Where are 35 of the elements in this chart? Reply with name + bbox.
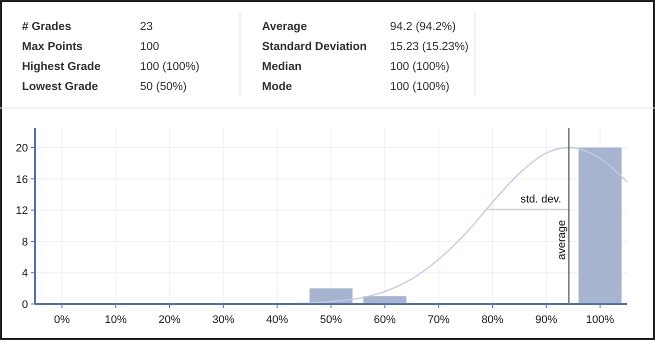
text: 50 (50%): [140, 81, 187, 93]
text: Median: [262, 61, 302, 73]
x-tick-label: 60%: [374, 314, 396, 326]
x-tick-label: 80%: [481, 314, 504, 326]
text: 23: [140, 21, 153, 33]
ref-line-label: average: [556, 220, 568, 260]
x-tick-label: 70%: [428, 314, 450, 326]
y-tick-label: 12: [16, 205, 28, 218]
text: Standard Deviation: [262, 41, 367, 53]
y-tick-label: 20: [16, 142, 28, 155]
text: 100: [140, 41, 160, 53]
x-tick-label: 0%: [54, 314, 70, 326]
text: Max Points: [22, 41, 83, 53]
text: 100 (100%): [390, 81, 450, 93]
text: Average: [262, 21, 307, 33]
text: # Grades: [22, 21, 72, 33]
x-tick-label: 100%: [586, 314, 614, 326]
y-tick-label: 0: [22, 299, 28, 311]
text: 15.23 (15.23%): [390, 41, 469, 53]
x-tick-label: 30%: [212, 314, 235, 326]
text: Lowest Grade: [22, 81, 98, 93]
x-tick-label: 50%: [320, 314, 342, 326]
x-tick-label: 90%: [535, 314, 558, 326]
text: 100 (100%): [140, 61, 200, 73]
text: 100 (100%): [390, 61, 450, 73]
x-tick-label: 40%: [266, 314, 288, 326]
y-tick-label: 8: [22, 236, 28, 248]
y-tick-label: 16: [16, 174, 28, 186]
annotation: std. dev.: [520, 193, 562, 206]
text: Mode: [262, 81, 292, 93]
y-tick-label: 4: [22, 268, 28, 280]
x-tick-label: 10%: [104, 314, 127, 326]
text: 94.2 (94.2%): [390, 21, 456, 33]
text: Highest Grade: [22, 61, 101, 73]
x-tick-label: 20%: [158, 314, 181, 326]
